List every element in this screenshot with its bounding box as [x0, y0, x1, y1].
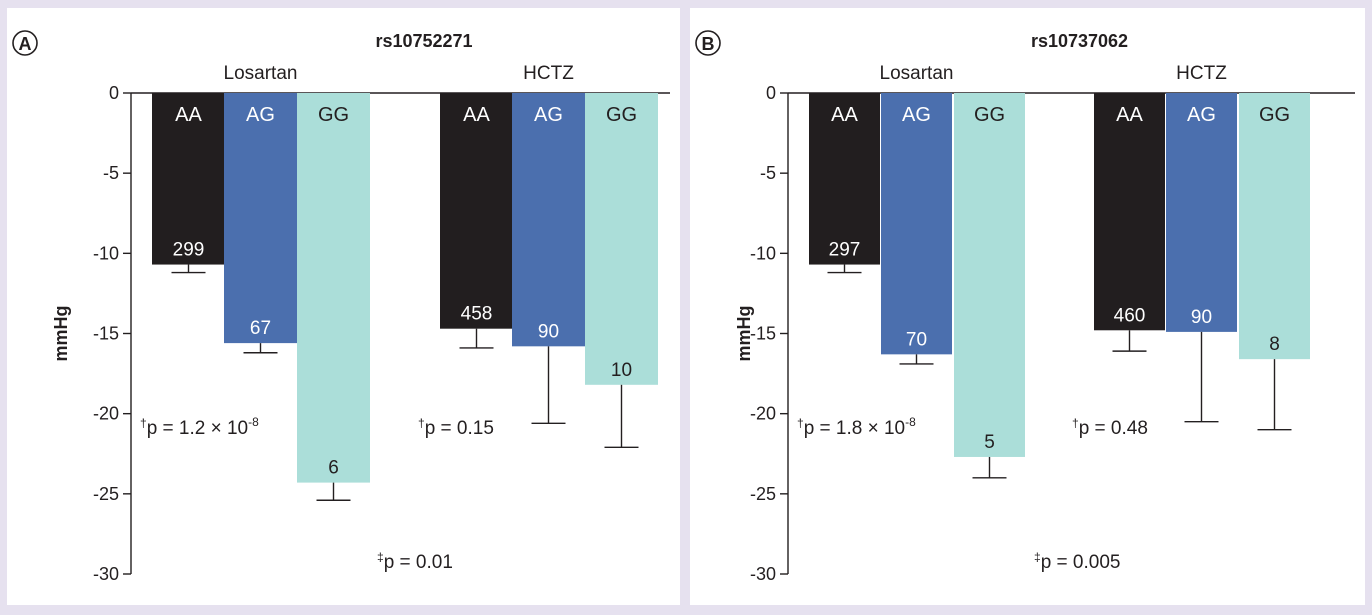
sample-size-label: 70 [906, 329, 927, 350]
sample-size-label: 299 [173, 240, 205, 261]
bar-hctz-AA [1094, 93, 1165, 331]
sample-size-label: 67 [250, 318, 271, 339]
p-value-marker: † [140, 416, 147, 430]
sample-size-label: 10 [611, 360, 632, 381]
panel-label: B [702, 34, 715, 54]
group-label: Losartan [224, 63, 298, 84]
y-tick-label: 0 [109, 83, 119, 103]
p-value-text: p = 0.01 [384, 552, 453, 573]
y-tick-label: 0 [766, 83, 776, 103]
y-axis-label: mmHg [734, 305, 754, 361]
bar-hctz-GG [1239, 93, 1310, 360]
p-value-exponent: -8 [248, 415, 259, 429]
y-tick-label: -15 [93, 324, 119, 344]
panel-label-badge [695, 30, 721, 56]
group-label: HCTZ [1176, 63, 1227, 84]
y-axis-label: mmHg [51, 305, 71, 361]
group-label: HCTZ [523, 63, 574, 84]
losartan-p-value: †p = 1.8 × 10-8 [797, 415, 916, 439]
bar-hctz-GG [585, 93, 658, 385]
genotype-label: AA [1116, 104, 1143, 126]
p-value-marker: † [1072, 416, 1079, 430]
genotype-label: AA [463, 104, 490, 126]
p-value-marker: † [418, 416, 425, 430]
y-tick-label: -10 [93, 243, 119, 263]
p-value-marker: † [797, 416, 804, 430]
sample-size-label: 458 [461, 304, 493, 325]
group-label: Losartan [880, 63, 954, 84]
losartan-p-value: †p = 1.2 × 10-8 [140, 415, 259, 439]
sample-size-label: 6 [328, 458, 339, 479]
genotype-label: GG [1259, 104, 1290, 126]
panel-label-badge [12, 30, 38, 56]
hctz-p-value: †p = 0.48 [1072, 416, 1148, 439]
y-tick-label: -25 [93, 484, 119, 504]
y-tick-label: -30 [750, 564, 776, 584]
y-tick-label: -25 [750, 484, 776, 504]
p-value-text: p = 0.48 [1079, 418, 1148, 439]
panel-label: A [19, 34, 32, 54]
interaction-p-value: ‡p = 0.005 [1034, 550, 1120, 573]
genotype-label: AG [246, 104, 275, 126]
bar-losartan-AG [224, 93, 297, 344]
p-value-text: p = 0.005 [1041, 552, 1121, 573]
bar-losartan-AA [809, 93, 880, 265]
bar-losartan-AG [881, 93, 952, 355]
sample-size-label: 90 [538, 321, 559, 342]
p-value-exponent: -8 [905, 415, 916, 429]
chart-title: rs10752271 [375, 31, 472, 51]
interaction-p-value: ‡p = 0.01 [377, 550, 453, 573]
sample-size-label: 297 [829, 240, 861, 261]
sample-size-label: 90 [1191, 307, 1212, 328]
genotype-label: AG [902, 104, 931, 126]
chart-title: rs10737062 [1031, 31, 1128, 51]
genotype-label: GG [974, 104, 1005, 126]
bar-hctz-AA [440, 93, 513, 329]
p-value-text: p = 0.15 [425, 418, 494, 439]
bar-hctz-AG [1166, 93, 1237, 332]
genotype-label: AA [831, 104, 858, 126]
p-value-marker: ‡ [1034, 550, 1041, 564]
hctz-p-value: †p = 0.15 [418, 416, 494, 439]
y-tick-label: -10 [750, 243, 776, 263]
genotype-label: AA [175, 104, 202, 126]
genotype-label: AG [534, 104, 563, 126]
sample-size-label: 460 [1114, 305, 1146, 326]
y-tick-label: -5 [103, 163, 119, 183]
y-tick-label: -30 [93, 564, 119, 584]
y-tick-label: -15 [750, 324, 776, 344]
bar-losartan-AA [152, 93, 225, 265]
y-tick-label: -20 [93, 404, 119, 424]
bar-hctz-AG [512, 93, 585, 347]
p-value-marker: ‡ [377, 550, 384, 564]
genotype-label: AG [1187, 104, 1216, 126]
y-tick-label: -5 [760, 163, 776, 183]
genotype-label: GG [606, 104, 637, 126]
sample-size-label: 8 [1269, 334, 1280, 355]
bar-losartan-GG [297, 93, 370, 483]
sample-size-label: 5 [984, 432, 995, 453]
p-value-text: p = 1.2 × 10 [147, 418, 248, 439]
p-value-text: p = 1.8 × 10 [804, 418, 905, 439]
bar-losartan-GG [954, 93, 1025, 457]
genotype-label: GG [318, 104, 349, 126]
y-tick-label: -20 [750, 404, 776, 424]
